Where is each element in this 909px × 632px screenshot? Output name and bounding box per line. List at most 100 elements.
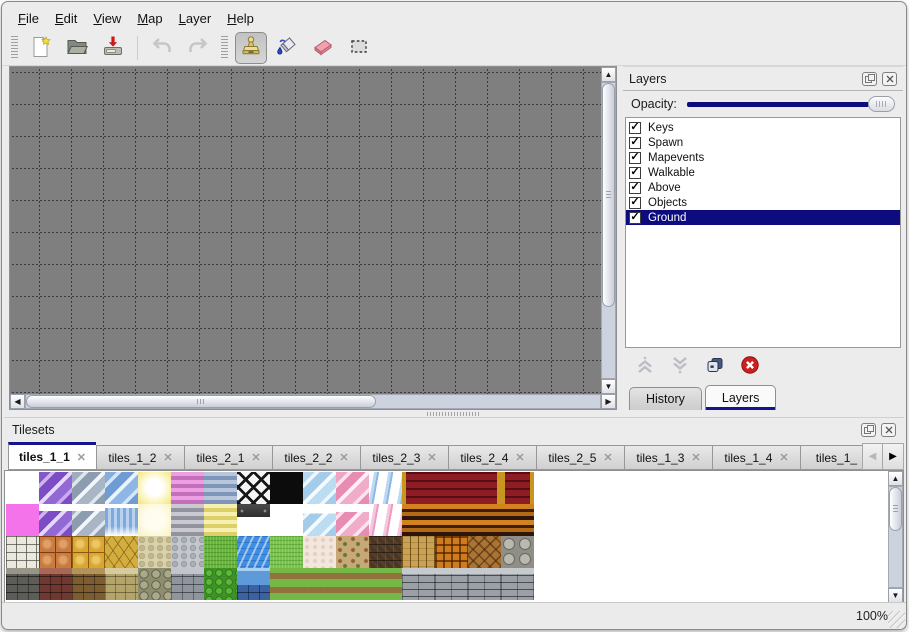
tab-close-icon[interactable]: ✕ [163,452,173,464]
tab-close-icon[interactable]: ✕ [515,452,525,464]
tile-glass-pink-b[interactable] [336,504,369,536]
tile-lattice[interactable] [237,472,270,504]
horizontal-splitter[interactable] [2,410,906,417]
duplicate-layer-icon[interactable] [705,355,725,380]
scroll-left-icon[interactable]: ◀ [10,394,25,409]
tab-close-icon[interactable]: ✕ [427,452,437,464]
eraser-tool-button[interactable] [307,32,339,64]
tile-grass[interactable] [204,536,237,568]
open-file-button[interactable] [61,32,93,64]
menu-edit[interactable]: Edit [54,10,78,26]
tileset-tab-tiles_1_1[interactable]: tiles_1_1 ✕ [8,442,96,470]
tile-curtain-blue[interactable] [369,472,402,504]
move-layer-up-icon[interactable] [635,355,655,380]
map-canvas[interactable] [10,67,601,394]
tile-curtain-pink[interactable] [369,504,402,536]
layer-visibility-checkbox[interactable]: ✓ [629,181,641,194]
tile-white[interactable] [6,472,39,504]
delete-layer-icon[interactable] [740,355,760,380]
layer-visibility-checkbox[interactable]: ✓ [629,196,641,209]
fill-tool-button[interactable] [271,32,303,64]
tile-carpet-orange[interactable] [402,504,435,536]
tile-herringbone[interactable] [468,536,501,568]
tile-hedge[interactable] [204,568,237,600]
tileset-tab-tiles_2_3[interactable]: tiles_2_3 ✕ [360,445,448,470]
layer-visibility-checkbox[interactable]: ✓ [629,211,641,224]
tile-brick-red[interactable] [39,568,72,600]
tile-carpet-red-lr[interactable] [501,472,534,504]
float-window-icon[interactable] [861,423,876,437]
layer-visibility-checkbox[interactable]: ✓ [629,121,641,134]
move-layer-down-icon[interactable] [670,355,690,380]
tile-black[interactable] [270,472,303,504]
tab-close-icon[interactable]: ✕ [76,451,86,464]
tile-carpet-red[interactable] [435,472,468,504]
opacity-slider[interactable] [685,95,895,113]
tileset-tab-tiles_1_2[interactable]: tiles_1_2 ✕ [96,445,184,470]
layer-row-keys[interactable]: ✓ Keys [626,120,900,135]
tile-grasspath[interactable] [369,568,402,600]
tile-glass-ltblue-b[interactable] [303,504,336,536]
tile-stripe-pink[interactable] [171,472,204,504]
tile-glass-gray-b[interactable] [72,504,105,536]
layer-row-walkable[interactable]: ✓ Walkable [626,165,900,180]
tile-pebble-beige[interactable] [138,536,171,568]
save-file-button[interactable] [97,32,129,64]
tileset-tab-tiles_1_3[interactable]: tiles_1_3 ✕ [624,445,712,470]
layer-row-spawn[interactable]: ✓ Spawn [626,135,900,150]
new-file-button[interactable] [25,32,57,64]
canvas-vertical-scrollbar[interactable]: ▲ ▼ [601,67,616,394]
scrollbar-thumb[interactable] [889,487,902,531]
tile-carpet-red-r[interactable] [468,472,501,504]
opacity-slider-handle[interactable] [868,95,895,112]
tile-carpet-orange[interactable] [501,504,534,536]
tile-dirt[interactable] [336,536,369,568]
tile-brick-brown[interactable] [72,568,105,600]
tab-close-icon[interactable]: ✕ [603,452,613,464]
scroll-up-icon[interactable]: ▲ [888,471,903,486]
tile-magenta[interactable] [6,504,39,536]
tab-close-icon[interactable]: ✕ [339,452,349,464]
tab-close-icon[interactable]: ✕ [251,452,261,464]
tile-grass2[interactable] [270,536,303,568]
scroll-down-icon[interactable]: ▼ [888,588,903,603]
tab-close-icon[interactable]: ✕ [779,452,789,464]
tileset-vertical-scrollbar[interactable]: ▲ ▼ [888,471,903,603]
tile-white[interactable] [270,504,303,536]
tile-stones[interactable] [501,536,534,568]
layer-row-above[interactable]: ✓ Above [626,180,900,195]
menu-map[interactable]: Map [137,10,163,26]
scroll-right-icon[interactable]: ▶ [601,394,616,409]
tileset-tab-tiles_1_4[interactable]: tiles_1_4 ✕ [712,445,800,470]
tile-glass-pink[interactable] [336,472,369,504]
toolbar-drag-handle[interactable] [11,36,18,60]
scroll-down-icon[interactable]: ▼ [601,379,616,394]
tile-grasspath[interactable] [336,568,369,600]
tile-glow-yellow[interactable] [138,472,171,504]
canvas-horizontal-scrollbar[interactable]: ◀ ▶ [10,394,616,409]
tile-glass-ltblue[interactable] [303,472,336,504]
tile-carpet-red-l[interactable] [402,472,435,504]
layer-visibility-checkbox[interactable]: ✓ [629,136,641,149]
tab-scroll-right-icon[interactable]: ▶ [883,443,904,470]
stamp-tool-button[interactable] [235,32,267,64]
menu-file[interactable]: File [18,10,39,26]
tile-tile-orange[interactable] [39,536,72,568]
tile-pebblewall[interactable] [138,568,171,600]
tile-glass-purple[interactable] [39,472,72,504]
layer-row-ground[interactable]: ✓ Ground [626,210,900,225]
menu-help[interactable]: Help [227,10,254,26]
tile-stripe-bluegray[interactable] [204,472,237,504]
layer-row-objects[interactable]: ✓ Objects [626,195,900,210]
toolbar-drag-handle-2[interactable] [221,36,228,60]
tile-stone-white[interactable] [6,536,39,568]
tile-stone-gold[interactable] [105,536,138,568]
undo-button[interactable] [146,32,178,64]
menu-view[interactable]: View [93,10,122,26]
tile-stripe-gray[interactable] [171,504,204,536]
tile-glass-purple-b[interactable] [39,504,72,536]
close-icon[interactable] [881,423,896,437]
scroll-up-icon[interactable]: ▲ [601,67,616,82]
close-icon[interactable] [882,71,897,86]
layer-visibility-checkbox[interactable]: ✓ [629,166,641,179]
